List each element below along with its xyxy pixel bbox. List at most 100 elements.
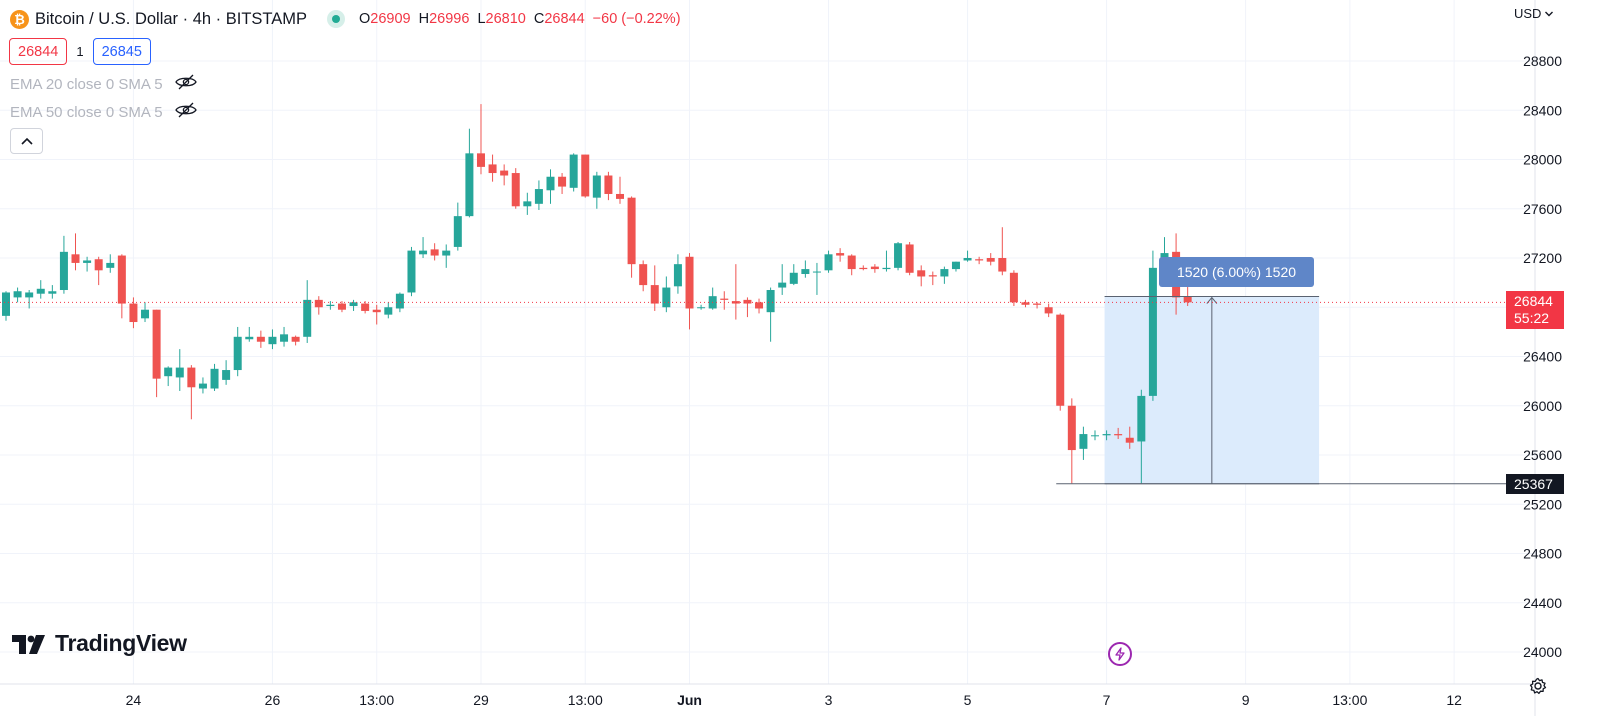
candle[interactable] xyxy=(187,365,196,420)
candle[interactable] xyxy=(824,250,833,273)
candle[interactable] xyxy=(905,241,914,276)
candle[interactable] xyxy=(755,298,764,314)
candle[interactable] xyxy=(94,256,103,286)
candle[interactable] xyxy=(488,154,497,182)
candle[interactable] xyxy=(697,304,706,310)
candle[interactable] xyxy=(940,266,949,284)
candle[interactable] xyxy=(25,290,34,309)
indicator-ema50[interactable]: EMA 50 close 0 SMA 5 xyxy=(10,102,197,122)
candle[interactable] xyxy=(349,299,358,311)
candle[interactable] xyxy=(639,260,648,292)
candle[interactable] xyxy=(650,265,659,311)
candle[interactable] xyxy=(419,237,428,258)
candle[interactable] xyxy=(291,335,300,346)
candle[interactable] xyxy=(836,248,845,262)
candle[interactable] xyxy=(1114,427,1123,439)
candle[interactable] xyxy=(1056,313,1065,411)
candle[interactable] xyxy=(708,287,717,310)
candle[interactable] xyxy=(256,330,265,348)
candle[interactable] xyxy=(1148,250,1157,401)
candle[interactable] xyxy=(129,297,138,329)
candle[interactable] xyxy=(83,256,92,272)
candle[interactable] xyxy=(303,280,312,343)
candle[interactable] xyxy=(523,192,532,215)
candle[interactable] xyxy=(233,326,242,377)
candle[interactable] xyxy=(951,261,960,272)
candle[interactable] xyxy=(106,254,115,273)
candle[interactable] xyxy=(847,254,856,276)
candle[interactable] xyxy=(870,264,879,273)
candle[interactable] xyxy=(720,291,729,310)
candle[interactable] xyxy=(731,264,740,320)
candle[interactable] xyxy=(1067,398,1076,484)
event-flash-icon[interactable] xyxy=(1108,642,1132,666)
candle[interactable] xyxy=(500,164,509,186)
candle[interactable] xyxy=(407,246,416,297)
candle[interactable] xyxy=(604,171,613,201)
candle[interactable] xyxy=(986,253,995,266)
currency-selector[interactable]: USD xyxy=(1514,6,1554,21)
candle[interactable] xyxy=(245,326,254,342)
candle[interactable] xyxy=(430,243,439,261)
candle[interactable] xyxy=(581,154,590,198)
candle[interactable] xyxy=(778,264,787,295)
candle[interactable] xyxy=(361,301,370,314)
eye-hidden-icon[interactable] xyxy=(174,102,197,122)
collapse-indicators-button[interactable] xyxy=(10,128,43,154)
candle[interactable] xyxy=(975,256,984,265)
candle[interactable] xyxy=(685,253,694,330)
symbol-title[interactable]: Bitcoin / U.S. Dollar · 4h · BITSTAMP xyxy=(35,9,308,28)
candle[interactable] xyxy=(152,309,161,398)
candle[interactable] xyxy=(812,262,821,295)
candle[interactable] xyxy=(917,265,926,287)
candle[interactable] xyxy=(395,292,404,313)
candle[interactable] xyxy=(280,326,289,347)
candle[interactable] xyxy=(928,271,937,286)
candle[interactable] xyxy=(476,104,485,175)
candle[interactable] xyxy=(384,302,393,319)
candle[interactable] xyxy=(1033,302,1042,309)
candle[interactable] xyxy=(222,360,231,385)
candle[interactable] xyxy=(48,285,57,299)
market-open-icon[interactable] xyxy=(327,10,346,28)
candle[interactable] xyxy=(314,296,323,315)
candle[interactable] xyxy=(801,260,810,278)
candle[interactable] xyxy=(894,241,903,271)
candle[interactable] xyxy=(1090,430,1099,441)
candle[interactable] xyxy=(453,202,462,251)
candle[interactable] xyxy=(1102,430,1111,441)
candle[interactable] xyxy=(1125,426,1134,449)
candle[interactable] xyxy=(673,254,682,294)
candle[interactable] xyxy=(1137,389,1146,484)
candle[interactable] xyxy=(511,168,520,209)
candle[interactable] xyxy=(1021,299,1030,308)
candle[interactable] xyxy=(882,250,891,272)
candle[interactable] xyxy=(1079,426,1088,460)
candle[interactable] xyxy=(592,171,601,209)
eye-hidden-icon[interactable] xyxy=(174,74,197,94)
candle[interactable] xyxy=(372,304,381,325)
candle[interactable] xyxy=(175,349,184,391)
candle[interactable] xyxy=(743,297,752,318)
candle[interactable] xyxy=(13,287,22,303)
candle[interactable] xyxy=(326,301,335,310)
candle[interactable] xyxy=(141,302,150,323)
candle[interactable] xyxy=(963,250,972,262)
candle[interactable] xyxy=(546,169,555,204)
candle[interactable] xyxy=(164,366,173,387)
candle[interactable] xyxy=(442,244,451,268)
candle[interactable] xyxy=(59,235,68,294)
candle[interactable] xyxy=(268,329,277,350)
candle[interactable] xyxy=(337,301,346,313)
candle[interactable] xyxy=(662,276,671,313)
candle[interactable] xyxy=(1009,270,1018,307)
candle[interactable] xyxy=(210,363,219,391)
candle[interactable] xyxy=(534,180,543,210)
candle[interactable] xyxy=(627,196,636,278)
tradingview-logo[interactable]: TradingView xyxy=(12,630,187,657)
candle[interactable] xyxy=(36,280,45,299)
candle[interactable] xyxy=(998,227,1007,276)
price-range-label[interactable]: 1520 (6.00%) 1520 xyxy=(1159,257,1314,287)
candle[interactable] xyxy=(117,254,126,319)
